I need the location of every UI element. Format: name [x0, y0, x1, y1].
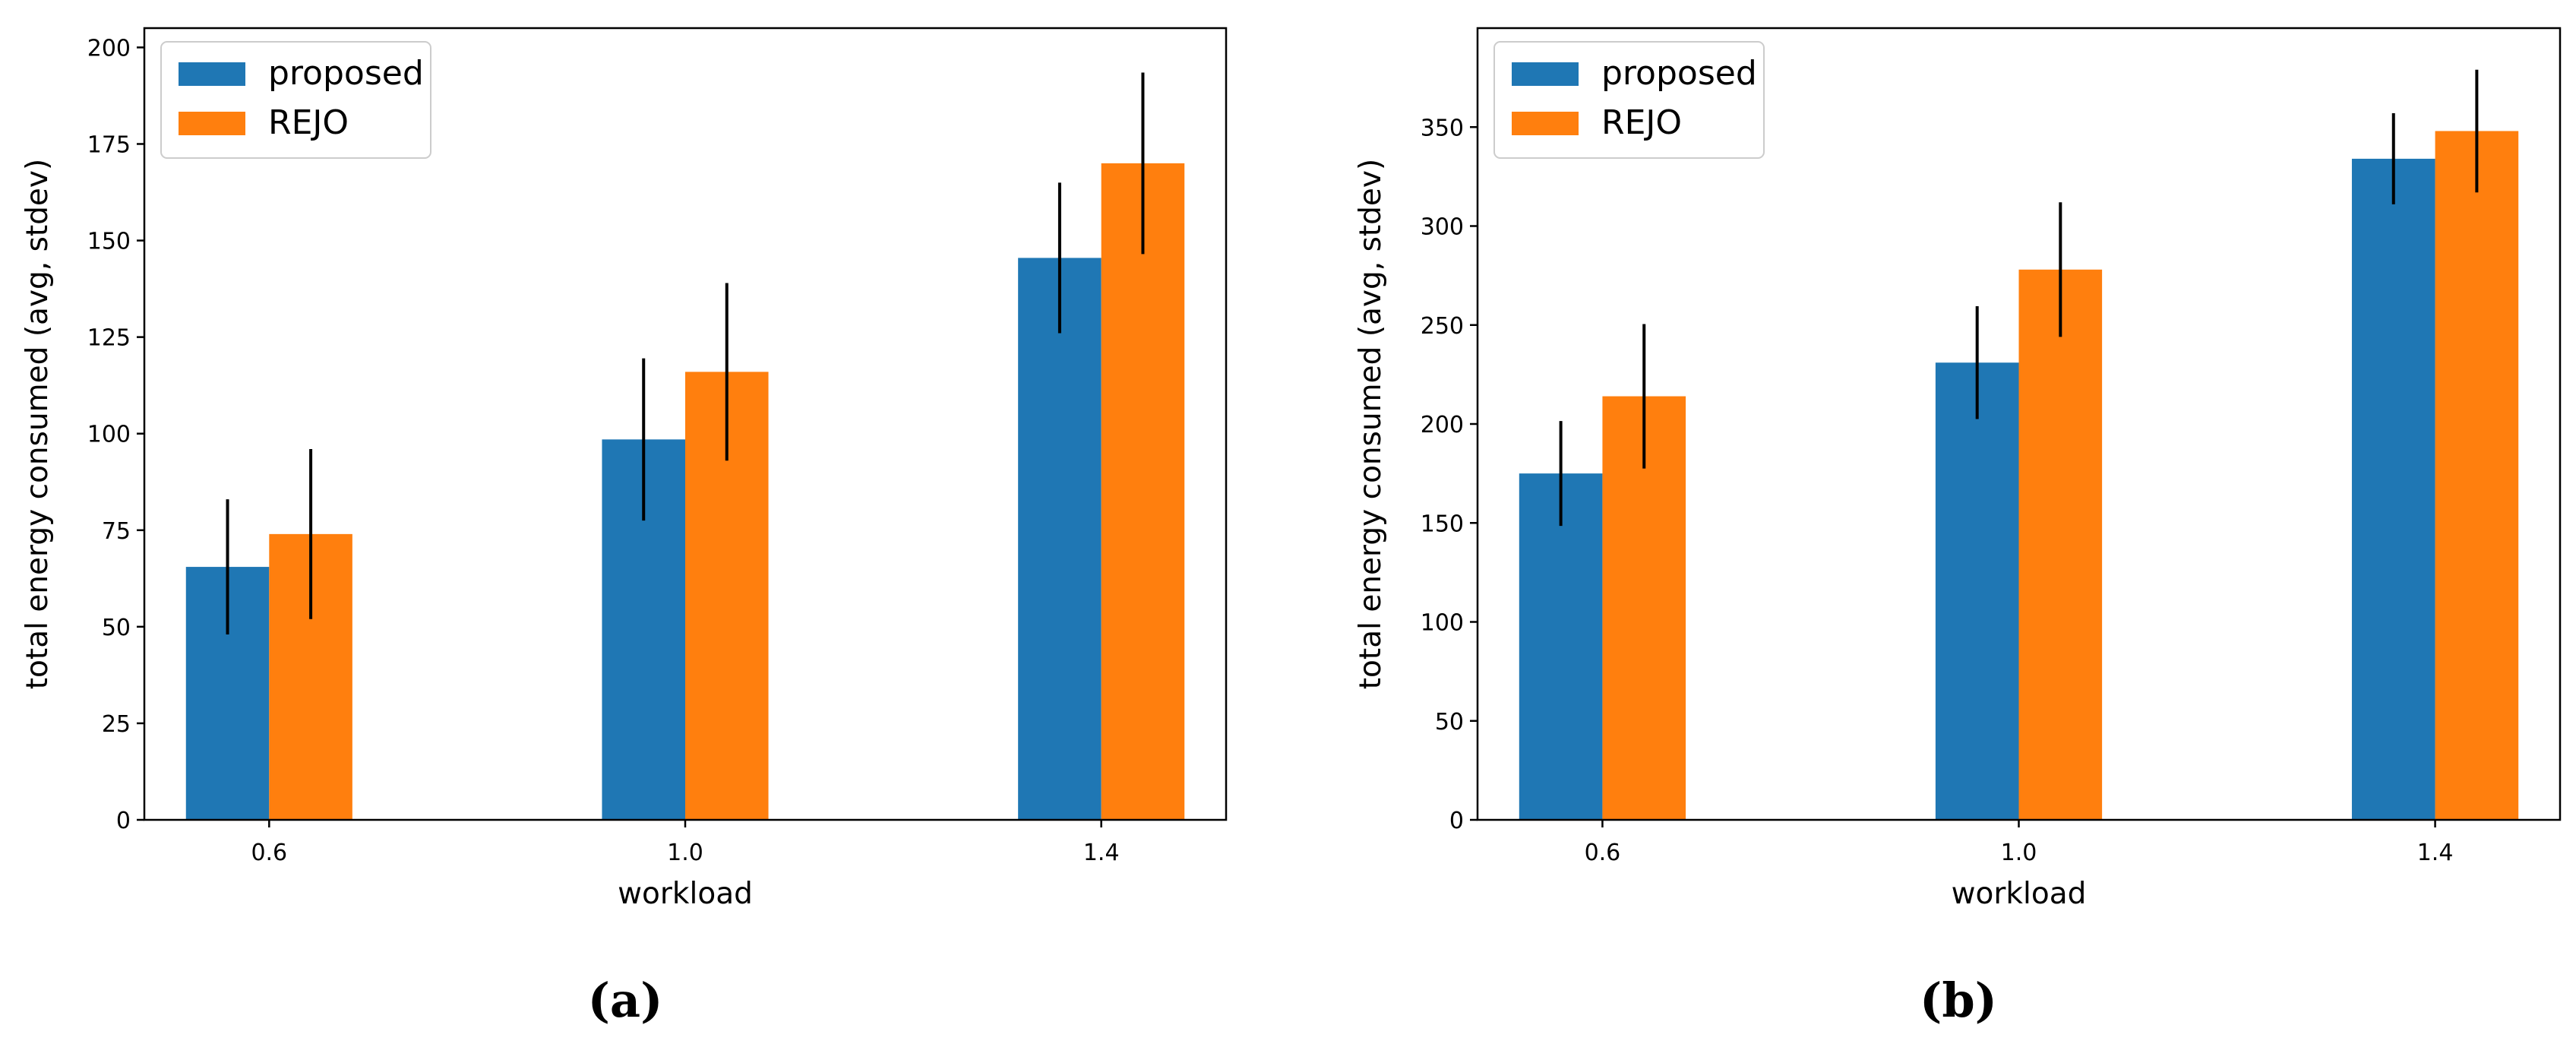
y-tick-label: 100 [87, 422, 131, 448]
y-tick-label: 200 [1421, 412, 1464, 438]
y-tick-label: 350 [1421, 115, 1464, 141]
legend-swatch-proposed [179, 62, 245, 86]
y-tick-label: 200 [87, 35, 131, 62]
x-tick-label: 1.4 [1083, 840, 1120, 866]
bar-proposed-0.6 [1519, 473, 1603, 820]
bar-proposed-1.0 [1935, 362, 2019, 820]
y-tick-label: 150 [87, 229, 131, 255]
x-tick-label: 0.6 [251, 840, 287, 866]
legend: proposed REJO [1493, 41, 1765, 159]
legend-label-proposed: proposed [268, 54, 424, 93]
legend-swatch-rejo [1512, 112, 1579, 135]
legend-label-proposed: proposed [1601, 54, 1757, 93]
bar-proposed-1.4 [1018, 258, 1102, 820]
legend-swatch-rejo [179, 112, 245, 135]
x-axis-label: workload [1952, 877, 2087, 911]
y-axis-label: total energy consumed (avg, stdev) [21, 159, 55, 689]
panel-caption: (a) [588, 973, 663, 1028]
y-tick-label: 300 [1421, 214, 1464, 241]
legend: proposed REJO [160, 41, 431, 159]
y-tick-label: 125 [87, 325, 131, 352]
y-tick-label: 100 [1421, 610, 1464, 637]
y-tick-label: 50 [102, 615, 131, 641]
y-tick-label: 75 [102, 518, 131, 545]
legend-label-rejo: REJO [268, 103, 349, 142]
bar-rejo-1.0 [2018, 269, 2103, 820]
y-tick-label: 0 [116, 808, 131, 834]
x-axis-label: workload [618, 877, 753, 911]
x-tick-label: 0.6 [1585, 840, 1621, 866]
panel-caption: (b) [1920, 973, 1997, 1028]
y-tick-label: 0 [1449, 808, 1464, 834]
legend-swatch-proposed [1512, 62, 1579, 86]
chart-panel-a: 0 25 50 75 100 125 150 175 200 0.6 1.0 1.4 workload t… [21, 27, 1228, 1028]
y-tick-label: 150 [1421, 511, 1464, 537]
bar-rejo-1.4 [1101, 163, 1185, 820]
chart-panel-b: 0 50 100 150 200 250 300 350 0.6 1.0 1.4 workload to… [1354, 27, 2562, 1028]
y-tick-label: 50 [1435, 709, 1464, 736]
bar-proposed-1.4 [2351, 158, 2435, 820]
y-tick-label: 25 [102, 711, 131, 738]
x-tick-label: 1.4 [2417, 840, 2454, 866]
x-tick-label: 1.0 [2001, 840, 2037, 866]
x-tick-label: 1.0 [667, 840, 703, 866]
legend-label-rejo: REJO [1601, 103, 1682, 142]
y-tick-label: 250 [1421, 313, 1464, 340]
y-tick-label: 175 [87, 131, 131, 158]
bar-rejo-1.4 [2435, 131, 2519, 820]
y-axis-label: total energy consumed (avg, stdev) [1354, 159, 1388, 689]
